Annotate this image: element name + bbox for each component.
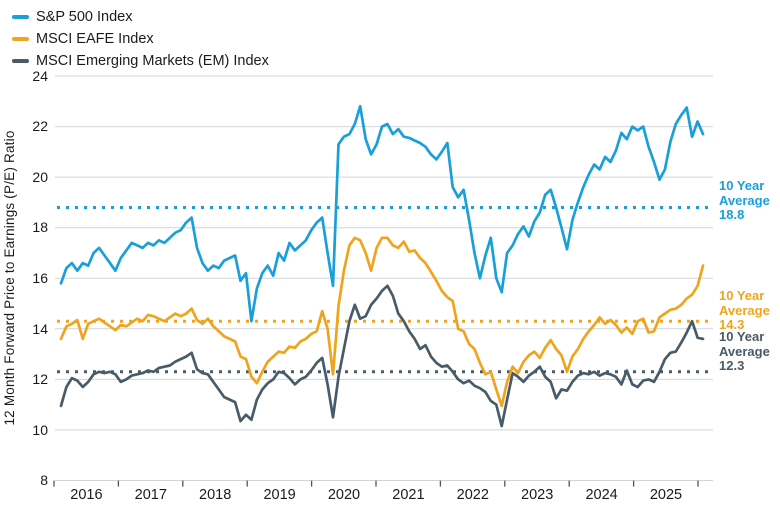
legend-label: MSCI EAFE Index [36, 31, 154, 47]
x-tick-label: 2025 [649, 487, 683, 503]
y-tick-label: 10 [32, 421, 48, 438]
x-tick-label: 2024 [585, 487, 618, 503]
y-tick-label: 22 [32, 118, 48, 134]
y-tick-label: 16 [32, 270, 48, 286]
x-tick-label: 2021 [392, 487, 425, 503]
eafe-average-annotation: 10 Year Average 14.3 [719, 288, 770, 332]
legend-item-eafe: MSCI EAFE Index [12, 28, 269, 50]
legend: S&P 500 Index MSCI EAFE Index MSCI Emerg… [12, 6, 269, 72]
legend-label: S&P 500 Index [36, 9, 133, 25]
x-tick-label: 2017 [134, 487, 167, 503]
x-tick-label: 2019 [263, 487, 296, 503]
x-tick-label: 2023 [521, 487, 554, 503]
y-tick-label: 8 [40, 472, 48, 488]
y-tick-label: 18 [32, 219, 48, 235]
em-average-annotation: 10 Year Average 12.3 [719, 329, 770, 373]
eafe-line-swatch-icon [12, 37, 29, 41]
y-tick-label: 14 [32, 320, 48, 337]
y-tick-label: 24 [32, 67, 48, 84]
series-line-2 [59, 284, 705, 428]
legend-item-em: MSCI Emerging Markets (EM) Index [12, 50, 269, 72]
x-tick-label: 2018 [199, 487, 232, 503]
y-tick-label: 20 [32, 168, 48, 185]
series-line-1 [59, 236, 705, 408]
y-tick-label: 12 [32, 371, 48, 387]
x-tick-label: 2020 [327, 487, 361, 503]
x-tick-label: 2016 [70, 487, 103, 503]
em-line-swatch-icon [12, 59, 29, 63]
legend-item-sp500: S&P 500 Index [12, 6, 269, 28]
sp500-average-annotation: 10 Year Average 18.8 [719, 178, 770, 222]
series-line-0 [59, 104, 705, 323]
sp500-line-swatch-icon [12, 15, 29, 19]
x-tick-label: 2022 [456, 487, 489, 503]
legend-label: MSCI Emerging Markets (EM) Index [36, 53, 269, 69]
